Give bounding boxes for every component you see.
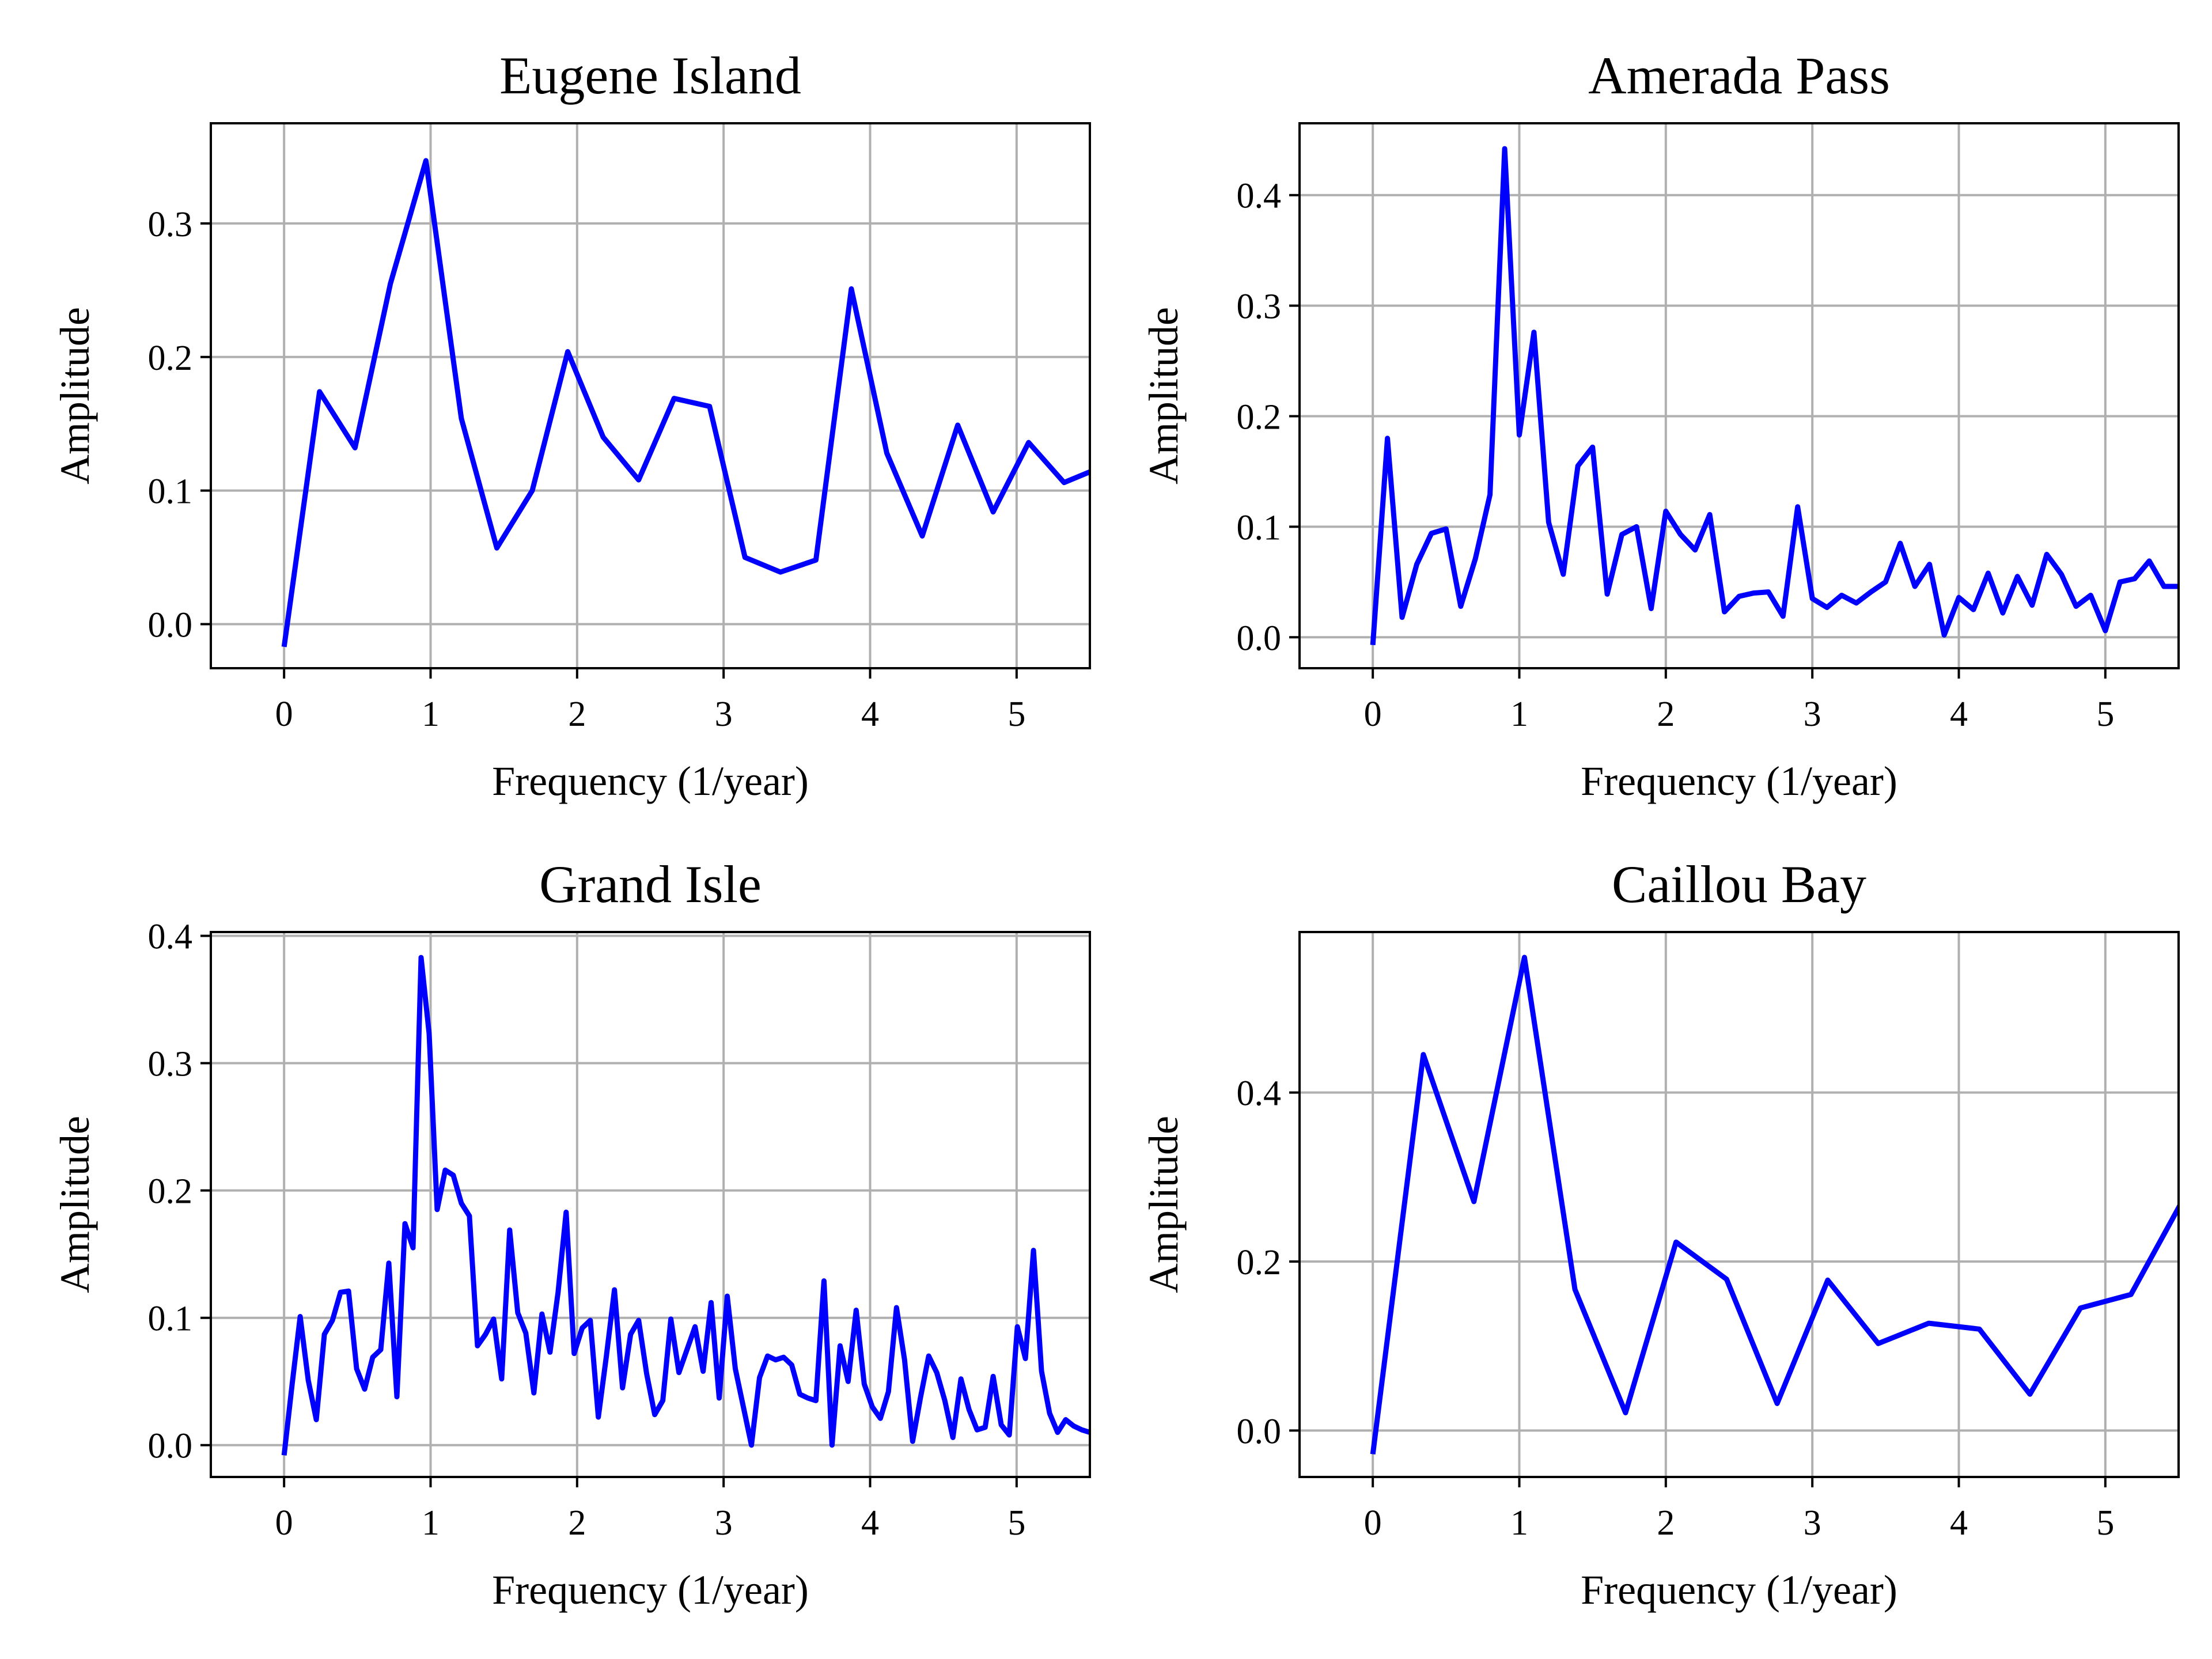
data-line	[281, 955, 1090, 1456]
x-tick-label: 2	[568, 1503, 586, 1543]
x-tick-label: 2	[1657, 695, 1675, 734]
y-tick-label: 0.3	[148, 205, 193, 244]
x-tick-label: 4	[1950, 695, 1968, 734]
x-tick-label: 2	[1657, 1503, 1675, 1543]
x-axis-label: Frequency (1/year)	[1581, 758, 1897, 804]
x-tick-label: 5	[1007, 695, 1025, 734]
y-tick-label: 0.2	[148, 1172, 193, 1211]
x-tick-label: 3	[715, 1503, 733, 1543]
y-tick-label: 0.0	[148, 1427, 193, 1466]
x-tick-label: 4	[861, 1503, 879, 1543]
y-tick-label: 0.0	[1237, 1412, 1282, 1451]
panel-grand-isle: Grand Isle Frequency (1/year) Amplitude …	[52, 855, 1091, 1613]
axes-frame	[1298, 931, 2180, 1478]
x-tick-label: 3	[1804, 695, 1821, 734]
y-axis-label: Amplitude	[1141, 1116, 1187, 1293]
y-axis-label: Amplitude	[52, 1116, 98, 1293]
y-axis-label: Amplitude	[1141, 307, 1187, 484]
axes-frame	[210, 931, 1091, 1478]
x-tick-label: 4	[1950, 1503, 1968, 1543]
panel-title: Amerada Pass	[1588, 46, 1890, 105]
y-tick-label: 0.4	[1237, 1074, 1282, 1113]
y-axis-label: Amplitude	[52, 307, 98, 484]
x-axis-label: Frequency (1/year)	[1581, 1567, 1897, 1613]
panel-amerada-pass: Amerada Pass Frequency (1/year) Amplitud…	[1141, 46, 2180, 804]
x-tick-label: 1	[1510, 1503, 1528, 1543]
panel-title: Caillou Bay	[1612, 855, 1866, 914]
axes-frame	[1298, 122, 2180, 669]
x-tick-label: 5	[2096, 1503, 2114, 1543]
y-tick-label: 0.2	[1237, 397, 1282, 437]
y-tick-label: 0.2	[1237, 1243, 1282, 1282]
y-tick-label: 0.4	[1237, 177, 1282, 216]
x-tick-label: 5	[2096, 695, 2114, 734]
x-tick-label: 4	[861, 695, 879, 734]
x-tick-label: 0	[275, 1503, 293, 1543]
data-line	[1370, 146, 2179, 646]
x-axis-label: Frequency (1/year)	[492, 758, 809, 804]
x-tick-label: 3	[715, 695, 733, 734]
x-tick-label: 3	[1804, 1503, 1821, 1543]
x-tick-label: 0	[275, 695, 293, 734]
y-tick-label: 0.3	[1237, 287, 1282, 327]
axes-frame	[210, 122, 1091, 669]
x-tick-label: 0	[1364, 1503, 1382, 1543]
x-tick-label: 0	[1364, 695, 1382, 734]
x-tick-label: 1	[422, 1503, 440, 1543]
x-axis-label: Frequency (1/year)	[492, 1567, 809, 1613]
y-tick-label: 0.2	[148, 339, 193, 378]
data-line	[1370, 955, 2179, 1455]
x-tick-label: 2	[568, 695, 586, 734]
data-line	[281, 158, 1090, 647]
y-tick-label: 0.3	[148, 1045, 193, 1084]
y-tick-label: 0.0	[148, 605, 193, 645]
y-tick-label: 0.1	[1237, 508, 1282, 547]
x-tick-label: 1	[1510, 695, 1528, 734]
y-tick-label: 0.0	[1237, 619, 1282, 658]
y-tick-label: 0.4	[148, 918, 193, 957]
panel-caillou-bay: Caillou Bay Frequency (1/year) Amplitude…	[1141, 855, 2180, 1613]
x-tick-label: 1	[422, 695, 440, 734]
x-tick-label: 5	[1007, 1503, 1025, 1543]
y-tick-label: 0.1	[148, 1300, 193, 1339]
panel-eugene-island: Eugene Island Frequency (1/year) Amplitu…	[52, 46, 1091, 804]
y-tick-label: 0.1	[148, 472, 193, 512]
panel-title: Eugene Island	[499, 46, 801, 105]
panel-title: Grand Isle	[539, 855, 762, 914]
